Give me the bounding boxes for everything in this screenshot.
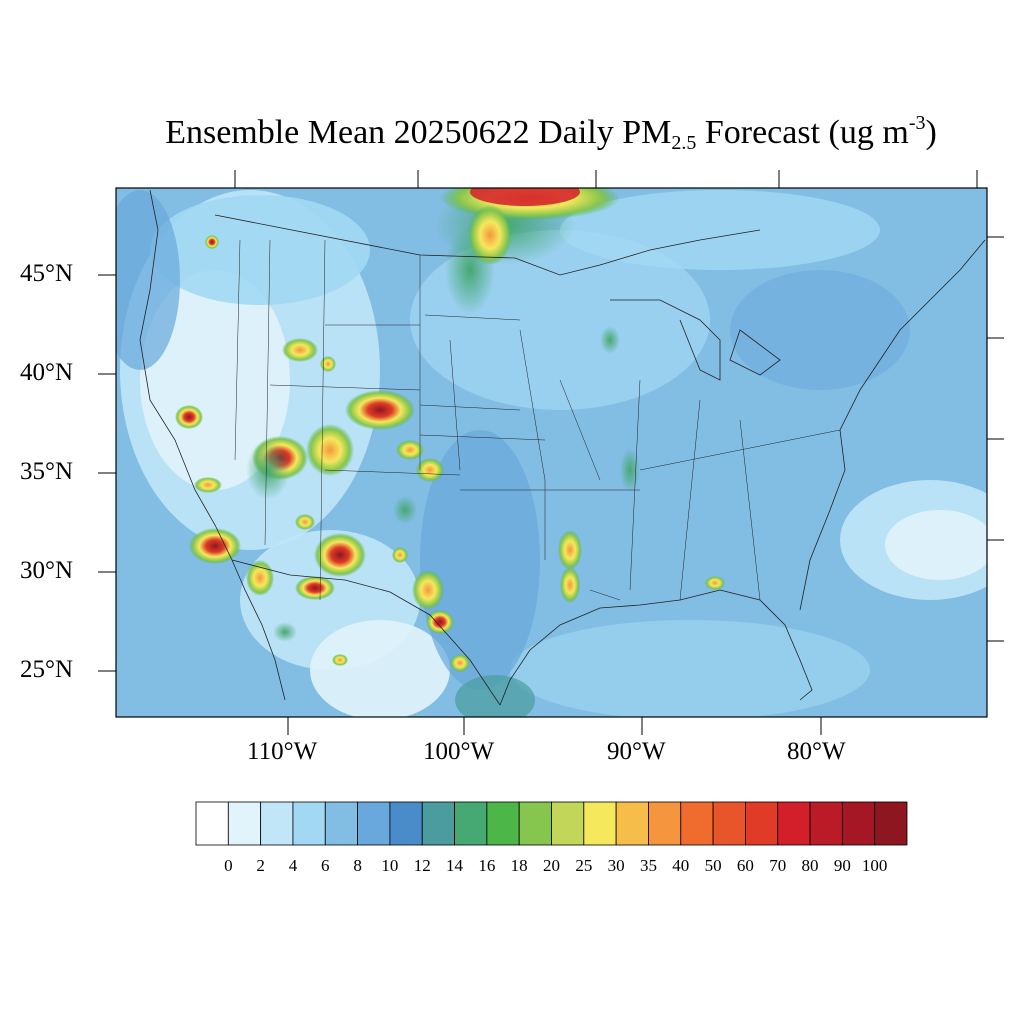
colorbar-swatch <box>454 801 488 846</box>
colorbar-tick-label: 12 <box>413 856 431 875</box>
colorbar-swatch <box>518 801 552 846</box>
colorbar-tick-label: 18 <box>510 856 528 875</box>
colorbar-swatch <box>292 801 326 846</box>
colorbar-tick-label: 35 <box>639 856 657 875</box>
state-lines <box>234 239 841 601</box>
colorbar-tick-label: 90 <box>833 856 851 875</box>
lat-label-45: 45°N <box>20 260 74 287</box>
colorbar-swatch <box>745 801 779 846</box>
boundaries <box>139 189 986 706</box>
colorbar-swatch <box>648 801 682 846</box>
colorbar-tick-label: 100 <box>861 856 888 875</box>
lon-label-80w: 80°W <box>787 738 846 765</box>
colorbar-swatch <box>357 801 391 846</box>
colorbar-tick-label: 6 <box>321 856 330 875</box>
bottom-ticks <box>287 717 822 735</box>
colorbar-tick-label: 8 <box>353 856 362 875</box>
great-lakes <box>610 299 781 381</box>
colorbar-tick-label: 60 <box>736 856 754 875</box>
lat-label-40: 40°N <box>20 359 74 386</box>
us-mexico-border <box>231 559 501 706</box>
colorbar-tick-label: 10 <box>381 856 399 875</box>
lat-label-30: 30°N <box>20 557 74 584</box>
colorbar-swatch <box>421 801 455 846</box>
colorbar-tick-label: 14 <box>446 856 464 875</box>
colorbar-tick-label: 40 <box>672 856 690 875</box>
colorbar-swatch <box>712 801 746 846</box>
colorbar-tick-label: 50 <box>704 856 722 875</box>
colorbar-swatch <box>841 801 876 846</box>
coastline-west <box>139 189 286 701</box>
concentration-field <box>116 188 987 717</box>
colorbar-swatch <box>260 801 294 846</box>
colorbar-tick-label: 0 <box>224 856 233 875</box>
colorbar-tick-label: 2 <box>256 856 265 875</box>
map-frame <box>115 187 988 718</box>
lat-label-35: 35°N <box>20 458 74 485</box>
colorbar-swatch <box>777 801 811 846</box>
map-title: Ensemble Mean 20250622 Daily PM2.5 Forec… <box>165 112 937 154</box>
lat-label-25: 25°N <box>20 656 74 683</box>
lon-label-110w: 110°W <box>247 738 318 765</box>
colorbar-swatch <box>195 801 229 846</box>
colorbar-swatch <box>680 801 714 846</box>
colorbar-tick-label: 80 <box>801 856 819 875</box>
left-ticks <box>98 274 116 672</box>
top-ticks <box>234 170 978 188</box>
colorbar-swatch <box>615 801 649 846</box>
right-ticks <box>987 236 1004 642</box>
colorbar-tick-label: 16 <box>478 856 496 875</box>
colorbar-swatch <box>486 801 520 846</box>
colorbar-swatch <box>583 801 617 846</box>
colorbar-tick-label: 20 <box>543 856 560 875</box>
lon-label-100w: 100°W <box>423 738 495 765</box>
colorbar-tick-label: 25 <box>575 856 593 875</box>
colorbar-swatch <box>227 801 262 846</box>
us-canada-border <box>214 214 761 276</box>
atlantic-coast <box>799 239 986 611</box>
lon-label-90w: 90°W <box>607 738 666 765</box>
colorbar-swatch <box>389 801 423 846</box>
colorbar-swatch <box>551 801 585 846</box>
colorbar-swatch <box>874 801 908 846</box>
colorbar-swatch <box>809 801 843 846</box>
colorbar-swatch <box>324 801 358 846</box>
colorbar-tick-label: 30 <box>607 856 625 875</box>
colorbar-tick-label: 4 <box>288 856 298 875</box>
colorbar-tick-label: 70 <box>769 856 787 875</box>
